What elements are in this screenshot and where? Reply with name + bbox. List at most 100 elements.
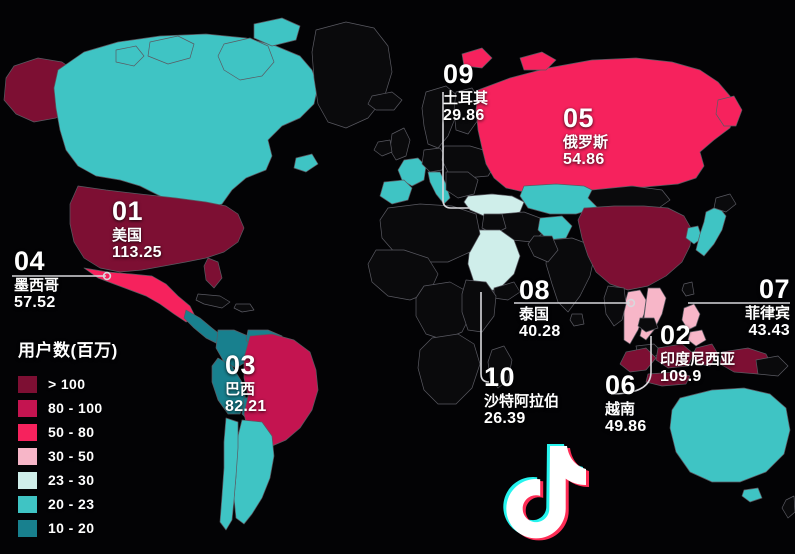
island-ellesmere	[253, 17, 301, 47]
label-brazil-rank: 03	[225, 350, 257, 380]
label-philippines-name: 菲律宾	[744, 305, 790, 322]
label-indonesia: 02 印度尼西亚 109.9	[660, 322, 735, 385]
label-brazil-name: 巴西	[225, 381, 256, 398]
legend-swatch	[18, 399, 37, 417]
legend-rows: > 100 80 - 100 50 - 80 30 - 50 23 - 30 20 - 2…	[18, 372, 118, 540]
label-mexico-name: 墨西哥	[14, 277, 60, 294]
country-indonesia-java	[645, 371, 691, 387]
legend-swatch	[18, 423, 37, 441]
tiktok-note-white	[506, 446, 586, 539]
legend-title: 用户数(百万)	[18, 341, 118, 360]
legend-row: 80 - 100	[18, 396, 118, 420]
country-russia	[475, 57, 737, 193]
label-mexico-rank: 04	[14, 246, 46, 276]
label-thailand-name: 泰国	[519, 306, 550, 323]
label-saudi-value: 26.39	[484, 410, 526, 427]
island-baffin	[217, 37, 275, 81]
country-cambodia	[637, 317, 659, 333]
legend-row: > 100	[18, 372, 118, 396]
legend-label: 80 - 100	[48, 400, 103, 416]
country-brazil	[243, 333, 319, 447]
label-saudi-rank: 10	[484, 362, 516, 392]
label-thailand-value: 40.28	[519, 323, 561, 340]
legend-label: 50 - 80	[48, 424, 95, 440]
label-philippines: 07 菲律宾 43.43	[700, 276, 790, 339]
label-thailand: 08 泰国 40.28	[519, 277, 561, 340]
country-philippines-south	[687, 329, 707, 347]
legend-swatch	[18, 471, 37, 489]
label-saudi-name: 沙特阿拉伯	[484, 393, 560, 410]
label-turkey-name: 土耳其	[443, 90, 489, 107]
label-indonesia-rank: 02	[660, 320, 692, 350]
leader-line-vietnam	[610, 336, 652, 395]
label-mexico-value: 57.52	[14, 294, 56, 311]
country-india	[545, 237, 595, 313]
tiktok-logo	[503, 444, 589, 541]
leader-line-saudi	[480, 292, 490, 383]
legend: 用户数(百万) > 100 80 - 100 50 - 80 30 - 50 23 - …	[18, 336, 118, 540]
label-philippines-rank: 07	[758, 274, 790, 304]
country-taiwan	[681, 281, 695, 297]
country-new-zealand	[781, 495, 795, 519]
label-brazil-value: 82.21	[225, 398, 267, 415]
island-cuba	[195, 293, 231, 309]
country-germany	[421, 147, 447, 173]
country-pakistan	[527, 235, 559, 263]
label-russia-name: 俄罗斯	[563, 134, 609, 151]
country-madagascar	[487, 345, 513, 389]
country-indonesia-borneo	[655, 343, 695, 369]
country-finland	[453, 87, 481, 135]
island-victoria	[147, 35, 195, 65]
leader-lines	[12, 92, 790, 395]
region-north-africa	[379, 203, 481, 263]
region-poland-ukraine	[441, 145, 497, 179]
label-russia: 05 俄罗斯 54.86	[563, 105, 608, 168]
label-philippines-value: 43.43	[748, 322, 790, 339]
country-usa	[69, 185, 245, 273]
label-vietnam-value: 49.86	[605, 418, 647, 435]
label-turkey: 09 土耳其 29.86	[443, 61, 488, 124]
label-russia-value: 54.86	[563, 151, 605, 168]
country-italy	[427, 171, 451, 205]
legend-label: 30 - 50	[48, 448, 95, 464]
legend-row: 50 - 80	[18, 420, 118, 444]
country-myanmar	[603, 285, 627, 327]
label-saudi-arabia: 10 沙特阿拉伯 26.39	[484, 364, 559, 427]
legend-label: 10 - 20	[48, 520, 95, 536]
country-afghanistan	[537, 215, 573, 241]
country-ireland	[373, 139, 393, 157]
country-china	[577, 205, 693, 291]
label-indonesia-name: 印度尼西亚	[660, 351, 736, 368]
country-png	[755, 355, 789, 377]
legend-row: 10 - 20	[18, 516, 118, 540]
label-turkey-value: 29.86	[443, 107, 485, 124]
region-kamchatka	[715, 95, 743, 127]
country-indonesia-sulawesi	[691, 343, 719, 367]
label-russia-rank: 05	[563, 103, 595, 133]
label-vietnam-rank: 06	[605, 370, 637, 400]
leader-line-turkey	[442, 92, 470, 209]
region-florida	[203, 257, 223, 289]
label-turkey-rank: 09	[443, 59, 475, 89]
island-newfoundland	[293, 153, 319, 173]
legend-swatch	[18, 375, 37, 393]
region-east-africa	[461, 279, 497, 333]
country-spain	[379, 179, 413, 205]
legend-swatch	[18, 519, 37, 537]
country-chile	[219, 417, 239, 531]
country-iceland	[367, 91, 403, 111]
label-mexico: 04 墨西哥 57.52	[14, 248, 59, 311]
label-usa: 01 美国 113.25	[112, 198, 162, 261]
country-france	[397, 157, 427, 187]
region-nordrussia-islands	[519, 51, 557, 71]
island-hispaniola	[233, 303, 255, 313]
legend-label: 23 - 30	[48, 472, 95, 488]
island-srilanka	[569, 313, 585, 327]
country-philippines	[681, 303, 701, 331]
region-southern-africa	[417, 333, 481, 405]
legend-row: 23 - 30	[18, 468, 118, 492]
label-usa-rank: 01	[112, 196, 144, 226]
leader-dot-mexico	[102, 271, 112, 281]
country-peru	[211, 357, 247, 415]
